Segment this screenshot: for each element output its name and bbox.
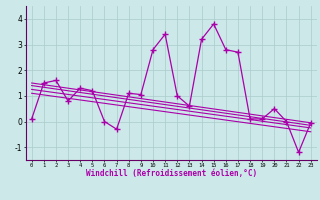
X-axis label: Windchill (Refroidissement éolien,°C): Windchill (Refroidissement éolien,°C)	[86, 169, 257, 178]
